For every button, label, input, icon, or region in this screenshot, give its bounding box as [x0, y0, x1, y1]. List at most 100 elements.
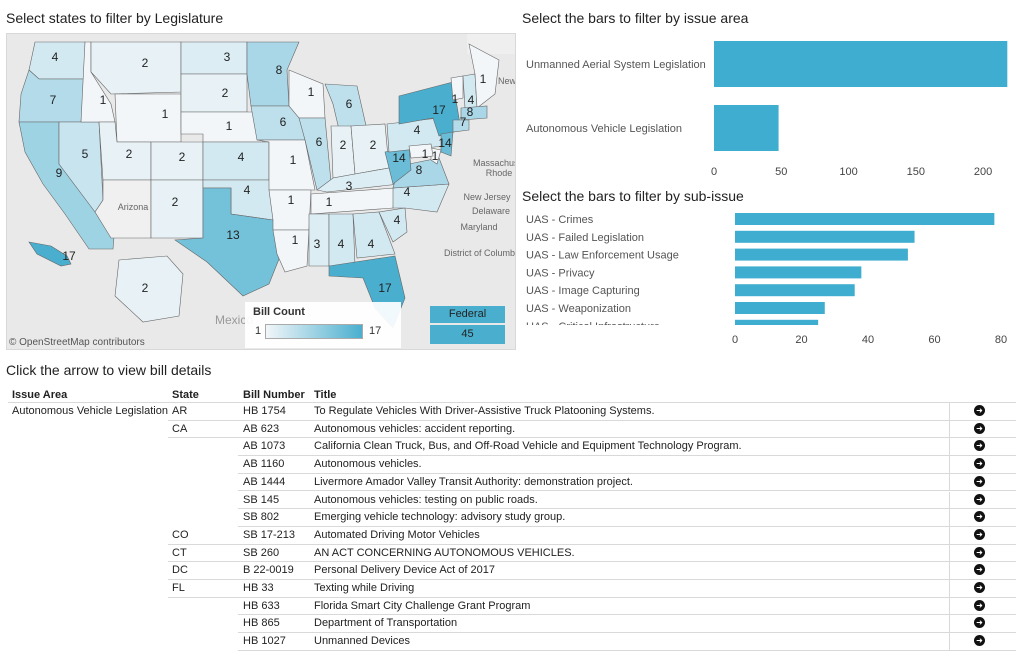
cell-title: Personal Delivery Device Act of 2017: [314, 564, 495, 577]
state-nd[interactable]: [180, 41, 248, 75]
cell-bill-number: HB 1754: [243, 405, 286, 417]
state-count-il: 6: [316, 135, 323, 149]
row-divider: [168, 543, 1016, 545]
table-row: HB 865 Department of Transportation ➜: [8, 615, 1016, 634]
cell-title: To Regulate Vehicles With Driver-Assisti…: [314, 405, 655, 417]
state-nm[interactable]: [150, 179, 204, 239]
arrow-right-circle-icon[interactable]: ➜: [974, 635, 985, 647]
arrow-right-circle-icon[interactable]: ➜: [974, 528, 985, 540]
bar-label[interactable]: Autonomous Vehicle Legislation: [526, 123, 682, 135]
state-me[interactable]: [468, 43, 500, 109]
bar[interactable]: [735, 266, 862, 279]
row-divider: [238, 455, 1016, 457]
state-co[interactable]: [150, 141, 204, 181]
state-count-ct: 7: [460, 115, 467, 129]
state-tx[interactable]: [174, 187, 286, 297]
state-count-fl: 17: [378, 281, 392, 295]
arrow-right-circle-icon[interactable]: ➜: [974, 582, 985, 593]
bar[interactable]: [735, 319, 819, 325]
bar[interactable]: [714, 41, 1008, 87]
x-tick-label: 150: [907, 166, 925, 178]
map-place-label: Maryland: [460, 222, 497, 232]
sub-issue-chart[interactable]: UAS - Crimes UAS - Failed Legislation UAS …: [520, 206, 1016, 351]
state-hi[interactable]: [28, 241, 72, 267]
state-ct[interactable]: [452, 119, 470, 133]
bar-label[interactable]: UAS - Image Capturing: [526, 285, 640, 297]
map-place-label: Delaware: [472, 206, 510, 216]
bar[interactable]: [714, 105, 779, 151]
arrow-right-circle-icon[interactable]: ➜: [974, 564, 985, 576]
arrow-right-circle-icon[interactable]: ➜: [974, 405, 985, 416]
state-count-oh: 2: [370, 138, 377, 152]
bar[interactable]: [735, 284, 855, 297]
state-ak[interactable]: [114, 255, 184, 323]
column-divider: [949, 580, 950, 598]
state-nj[interactable]: [440, 131, 454, 157]
state-la[interactable]: [272, 229, 310, 273]
map-place-label: Massachusetts: [473, 158, 515, 168]
bar[interactable]: [735, 302, 825, 314]
bar[interactable]: [735, 248, 908, 261]
state-count-mt: 2: [142, 56, 149, 70]
state-count-ca: 9: [56, 166, 63, 180]
bar[interactable]: [735, 213, 995, 225]
cell-bill-number: B 22-0019: [243, 564, 294, 577]
legend-max: 17: [369, 325, 382, 337]
state-mt[interactable]: [90, 41, 182, 95]
state-md[interactable]: [408, 143, 434, 159]
bar[interactable]: [735, 230, 915, 243]
x-tick-label: 200: [974, 166, 992, 178]
state-vt[interactable]: [450, 75, 464, 101]
state-sd[interactable]: [180, 73, 248, 113]
state-count-ne: 1: [226, 119, 233, 133]
bar-label[interactable]: UAS - Weaponization: [526, 303, 631, 315]
cell-title: California Clean Truck, Bus, and Off-Roa…: [314, 440, 742, 453]
state-count-sc: 4: [394, 213, 401, 227]
issue-area-chart[interactable]: Unmanned Aerial System Legislation Autono…: [520, 30, 1016, 182]
bar-label[interactable]: UAS - Failed Legislation: [526, 232, 644, 244]
state-sc[interactable]: [378, 207, 408, 243]
cell-bill-number: SB 17-213: [243, 528, 295, 541]
arrow-right-circle-icon[interactable]: ➜: [974, 511, 985, 523]
column-divider: [949, 438, 950, 457]
bar-label[interactable]: UAS - Law Enforcement Usage: [526, 250, 679, 262]
table-row: FL HB 33 Texting while Driving ➜: [8, 580, 1016, 598]
row-divider: [238, 525, 1016, 527]
arrow-right-circle-icon[interactable]: ➜: [974, 599, 985, 611]
row-divider: [238, 508, 1016, 510]
bar-label[interactable]: Unmanned Aerial System Legislation: [526, 59, 706, 71]
arrow-right-circle-icon[interactable]: ➜: [974, 440, 985, 452]
state-ma[interactable]: [460, 105, 488, 121]
state-count-ar: 1: [288, 193, 295, 207]
arrow-right-circle-icon[interactable]: ➜: [974, 422, 985, 434]
arrow-right-circle-icon[interactable]: ➜: [974, 458, 985, 470]
bar-label[interactable]: UAS - Privacy: [526, 267, 595, 279]
state-count-id: 1: [100, 93, 107, 107]
cell-title: Livermore Amador Valley Transit Authorit…: [314, 475, 633, 488]
state-ga[interactable]: [352, 211, 396, 259]
arrow-right-circle-icon[interactable]: ➜: [974, 617, 985, 629]
federal-filter[interactable]: Federal 45: [430, 306, 505, 344]
arrow-right-circle-icon[interactable]: ➜: [974, 546, 985, 558]
table-row: CA AB 623 Autonomous vehicles: accident re…: [8, 420, 1016, 439]
header-issue-area: Issue Area: [12, 389, 68, 401]
cell-bill-number: AB 1160: [243, 458, 285, 471]
state-count-nj: 14: [438, 136, 452, 150]
state-ks[interactable]: [202, 141, 270, 181]
bill-count-legend: Bill Count 1 17: [245, 302, 401, 348]
state-wy[interactable]: [114, 93, 182, 143]
state-count-nh: 4: [468, 93, 475, 107]
state-count-tx: 13: [226, 228, 240, 242]
state-count-vt: 1: [452, 92, 459, 106]
table-row: CT SB 260 AN ACT CONCERNING AUTONOMOUS VEH…: [8, 544, 1016, 563]
bar-label[interactable]: UAS - Crimes: [526, 214, 594, 226]
row-divider: [238, 490, 1016, 492]
us-state-map[interactable]: 4 7 9 5 1 2 1 2 2 2 3 2 1 4 4 13 8 6 1 1 1 1 6 6 2 2 3 1 3 4 4 17 4 4 8 14 4…: [6, 33, 516, 350]
map-place-label: District of Columbia: [444, 248, 515, 258]
column-divider: [949, 544, 950, 563]
arrow-right-circle-icon[interactable]: ➜: [974, 493, 985, 505]
x-tick-label: 40: [862, 334, 874, 346]
arrow-right-circle-icon[interactable]: ➜: [974, 475, 985, 487]
